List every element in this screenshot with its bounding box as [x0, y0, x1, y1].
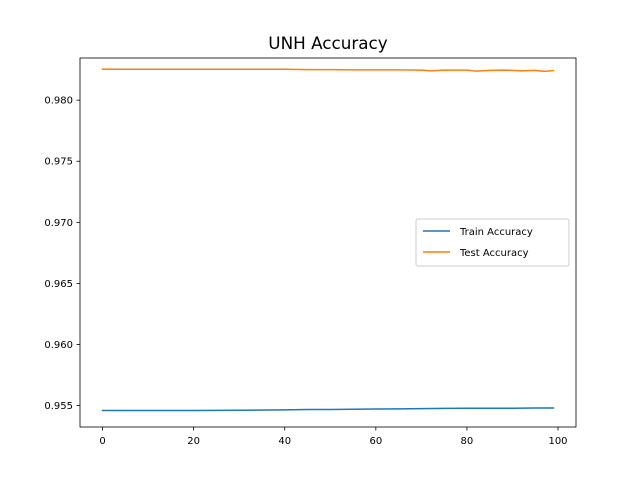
legend-label-train-accuracy: Train Accuracy [459, 227, 533, 238]
x-tick-label: 100 [548, 436, 567, 447]
plot-area-frame [79, 57, 577, 428]
y-tick-label: 0.960 [44, 340, 73, 351]
ticks-layer: 0 20 40 60 80 100 0.955 0.960 0.965 0.970 0.975 0.9… [44, 96, 567, 447]
series-line-train-accuracy [101, 407, 555, 412]
y-tick-label: 0.965 [44, 279, 73, 290]
chart-title: UNH Accuracy [268, 33, 387, 53]
y-tick-label: 0.955 [44, 401, 73, 412]
y-tick-label: 0.975 [44, 157, 73, 168]
legend-label-test-accuracy: Test Accuracy [459, 248, 529, 259]
x-tick-label: 40 [278, 436, 291, 447]
y-tick-label: 0.980 [44, 96, 73, 107]
x-tick-label: 60 [369, 436, 382, 447]
series-layer [101, 68, 555, 412]
x-tick-label: 20 [187, 436, 200, 447]
series-line-test-accuracy [101, 68, 555, 73]
y-tick-label: 0.970 [44, 218, 73, 229]
legend: Train Accuracy Test Accuracy [415, 218, 570, 267]
x-tick-label: 80 [461, 436, 474, 447]
x-tick-label: 0 [99, 436, 105, 447]
legend-frame [415, 218, 570, 267]
